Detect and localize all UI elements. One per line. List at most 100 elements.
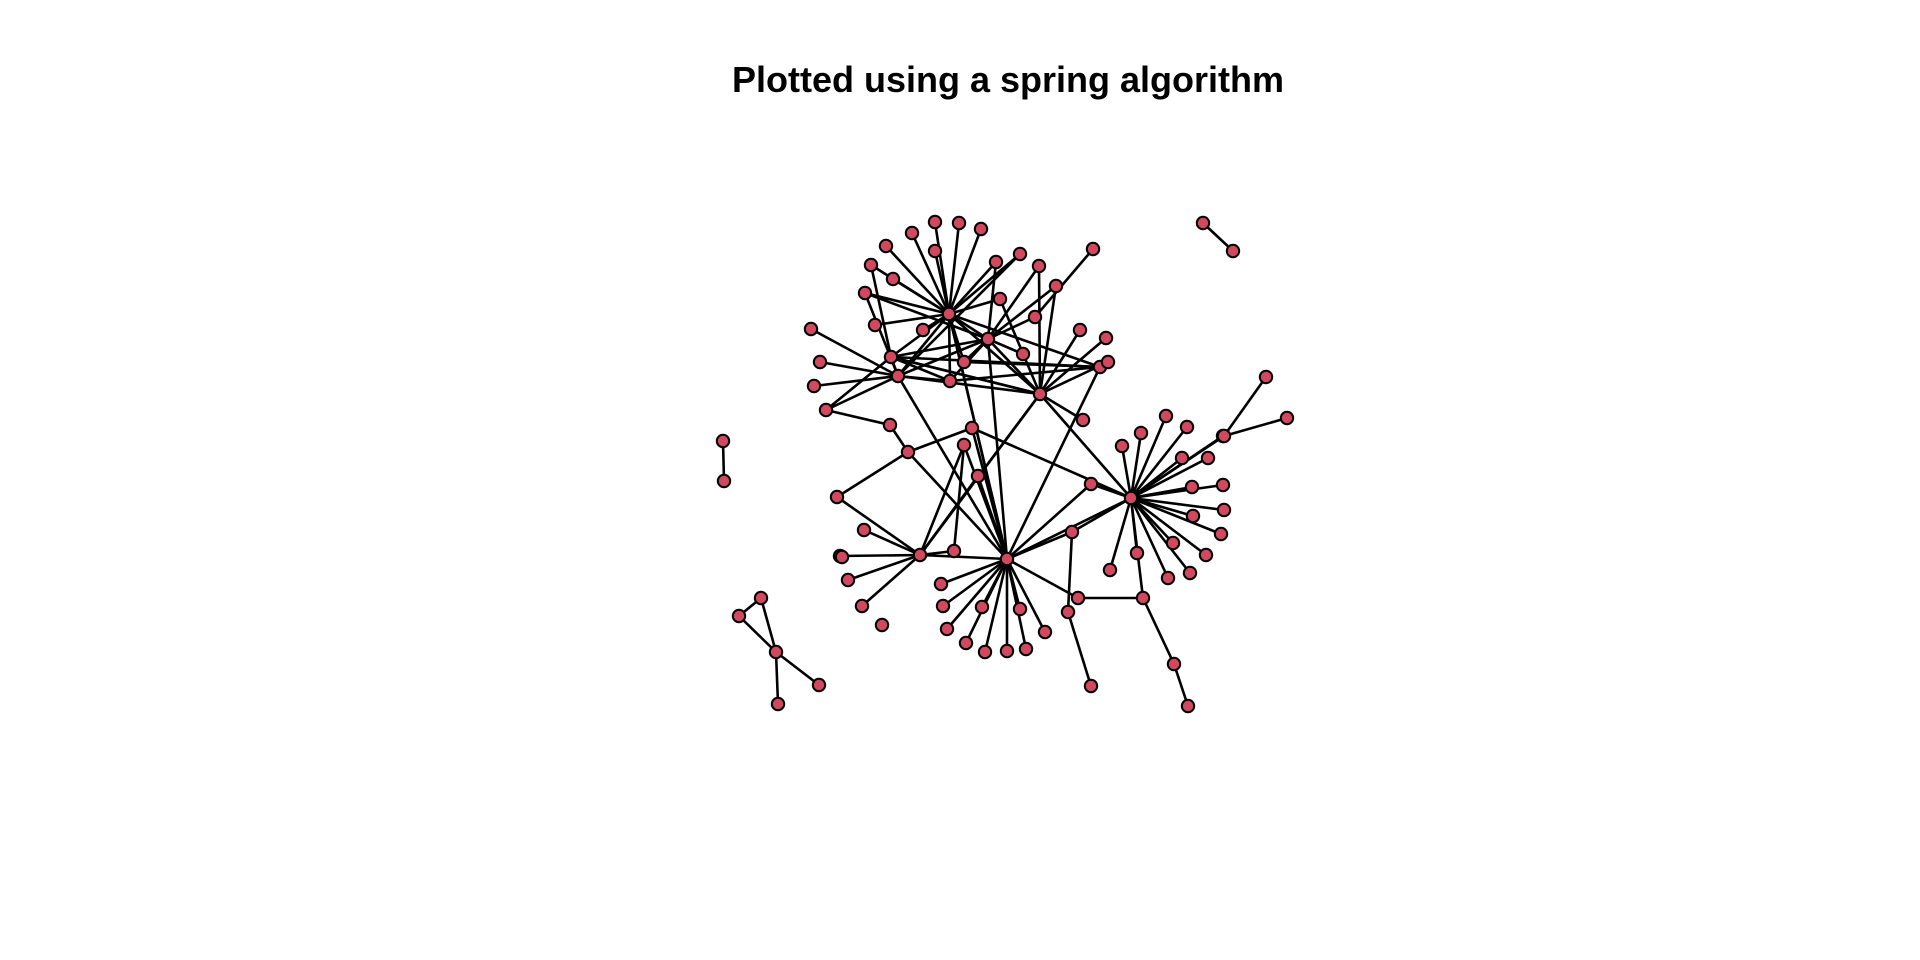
node [958,635,974,651]
edge [1141,597,1176,665]
node [1012,246,1028,262]
edge [970,427,1009,560]
node [915,322,931,338]
node [1032,386,1048,402]
node [951,215,967,231]
edge [1071,496,1132,534]
edge [1038,329,1082,395]
edge [1108,497,1133,571]
node [1133,425,1149,441]
edge [863,528,921,557]
node [857,285,873,301]
edge [864,291,989,341]
edge [892,277,950,316]
edge [1006,530,1073,561]
node [811,677,827,693]
edge [998,298,1042,395]
edge [1130,496,1222,536]
node [806,378,822,394]
edge [1037,265,1042,395]
node [1031,258,1047,274]
node [1160,570,1176,586]
node [874,617,890,633]
plot-title: Plotted using a spring algorithm [732,59,1284,100]
node [970,468,986,484]
edge [1120,445,1133,499]
node [1060,604,1076,620]
node [715,433,731,449]
node [1216,502,1232,518]
node [1213,526,1229,542]
edge [890,337,989,359]
node [988,254,1004,270]
edge [1223,416,1288,438]
edge [1129,432,1143,499]
node [1185,508,1201,524]
node [890,368,906,384]
node [1279,410,1295,426]
edge [1130,483,1224,500]
node [1098,330,1114,346]
node [1225,243,1241,259]
node [1027,309,1043,325]
edge [836,450,909,499]
node [1198,547,1214,563]
edge [1039,393,1132,499]
node [818,402,834,418]
node [927,214,943,230]
edge [861,554,921,607]
edge [897,337,989,378]
node [1184,479,1200,495]
node [856,522,872,538]
edge [986,265,1041,340]
node [829,489,845,505]
edge [1172,663,1190,707]
node [840,572,856,588]
node [999,551,1015,567]
node [999,643,1015,659]
edge [948,312,1101,369]
edge [897,253,1021,377]
node [1215,477,1231,493]
edge [907,426,973,454]
node [977,644,993,660]
node [1258,369,1274,385]
edge [986,261,998,340]
node [854,598,870,614]
node [716,473,732,489]
edge [825,355,892,412]
edge [987,315,1036,341]
node [1216,428,1232,444]
node [1166,656,1182,672]
edge [1006,557,1079,600]
node [1083,476,1099,492]
node [939,621,955,637]
edge [1006,483,1092,560]
edge [874,312,950,327]
node [1048,278,1064,294]
edge [963,360,1101,369]
node [1165,535,1181,551]
edge [948,261,997,315]
edge [819,360,899,378]
node [1179,419,1195,435]
edge [1034,248,1094,318]
edge [825,408,891,427]
edge [947,222,961,315]
node [812,354,828,370]
node [1135,590,1151,606]
edge [948,313,1041,395]
node [1182,565,1198,581]
node [768,644,784,660]
edge [1129,415,1168,499]
node [1064,524,1080,540]
edge [890,355,1041,396]
node [1075,412,1091,428]
node [883,349,899,365]
edge [810,327,899,378]
edge [1066,531,1074,613]
edge [980,558,1009,608]
node [992,291,1008,307]
edge [839,553,921,558]
edge [896,375,1009,560]
